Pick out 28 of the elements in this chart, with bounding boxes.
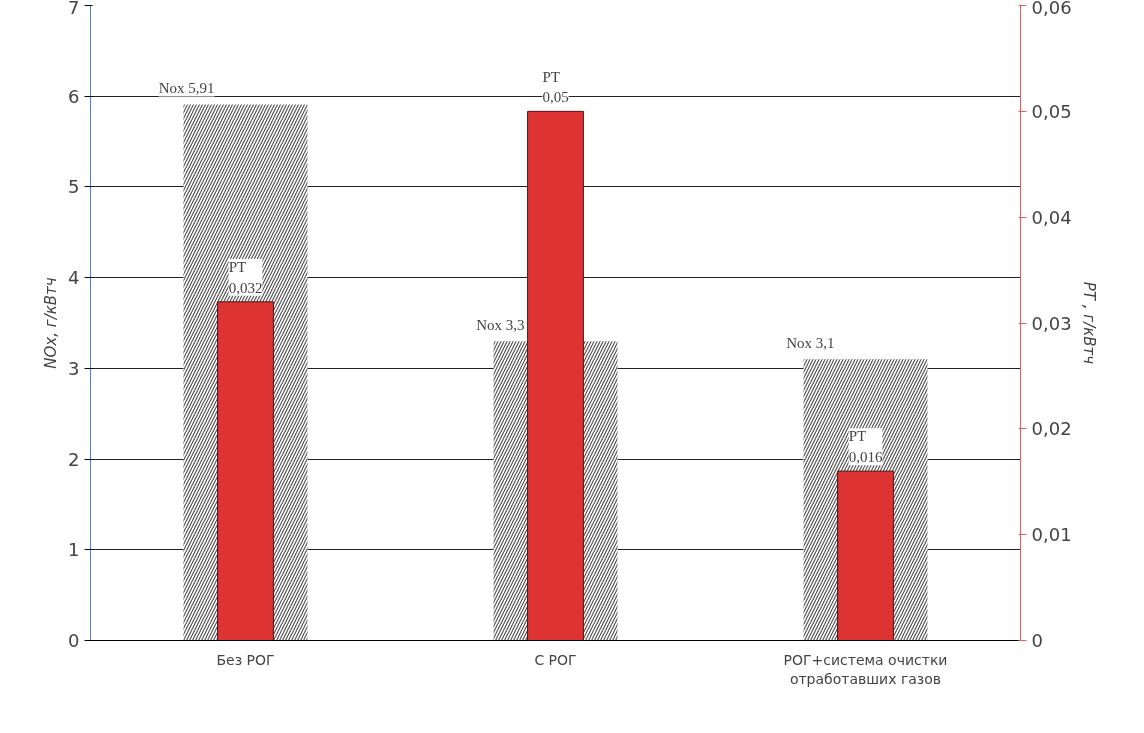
bar [217,301,274,641]
y-tick-label: 5 [68,176,80,198]
x-tick-label: Без РОГ [216,651,275,668]
data-label: Nox 3,1 [786,335,835,352]
bar [837,470,894,641]
y-tick-label: 0 [68,630,80,651]
data-label: Nox 3,3 [476,317,525,334]
y-tick-label: 4 [68,267,80,289]
y2-tick-label: 0,05 [1031,100,1072,122]
x-tick-label: РОГ+система очистки отработавших газов [783,651,948,687]
y2-axis-title: PT , г/кВтч [1079,281,1098,365]
y-tick-label: 3 [68,357,80,379]
y2-tick-label: 0,01 [1031,524,1072,546]
x-tick-label: С РОГ [534,651,577,668]
y2-tick-label: 0,04 [1031,206,1072,228]
data-label: PT 0,05 [542,68,569,106]
y2-tick-label: 0,06 [1031,0,1072,18]
data-label: PT 0,016 [848,428,883,466]
y2-tick-label: 0 [1031,630,1043,651]
y-tick-label: 6 [68,85,80,107]
y-tick-label: 1 [68,539,80,561]
y2-tick-label: 0,02 [1031,418,1072,440]
y-axis-title: NOx, г/кВтч [42,277,61,369]
y2-tick-label: 0,03 [1031,312,1072,334]
y-tick-label: 2 [68,448,80,470]
y-tick-label: 7 [68,0,80,18]
data-label: Nox 5,91 [158,80,215,97]
data-label: PT 0,032 [228,259,263,296]
